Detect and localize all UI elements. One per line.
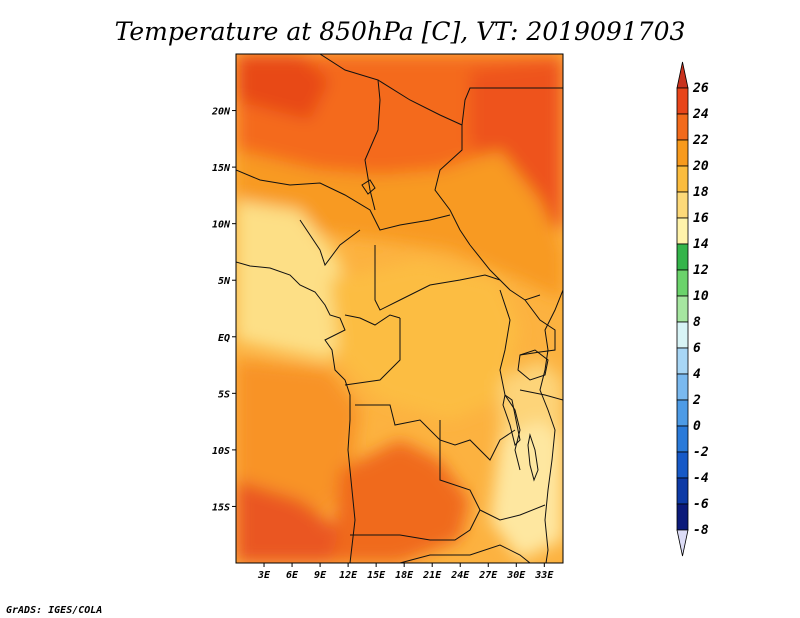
x-tick-label: 24E: [450, 570, 470, 581]
colorbar-label: 4: [693, 367, 701, 382]
border-south-africa: [399, 544, 531, 563]
grads-credit: GrADS: IGES/COLA: [6, 605, 102, 616]
figure-title: Temperature at 850hPa [C], VT: 201909170…: [115, 17, 686, 46]
field-southwest-hot: [236, 480, 340, 563]
colorbar-swatch: [676, 399, 689, 427]
border-uganda: [519, 299, 556, 356]
colorbar-label: 18: [693, 185, 709, 200]
x-tick-label: 9E: [314, 570, 327, 581]
border-south-sudan: [469, 244, 541, 301]
colorbar-swatch: [676, 477, 689, 505]
x-tick-label: 3E: [257, 570, 271, 581]
colorbar-swatch: [676, 243, 689, 271]
colorbar-swatch: [676, 269, 689, 297]
lake-tanganyika: [502, 394, 521, 446]
colorbar-swatch: [676, 191, 689, 219]
colorbar-label: 24: [692, 107, 709, 122]
colorbar-label: 0: [693, 419, 701, 434]
y-tick-label: 15S: [212, 502, 230, 513]
colorbar-label: 6: [693, 341, 701, 356]
lake-chad: [361, 179, 376, 195]
coastline-west-africa: [236, 261, 356, 563]
colorbar-bottom-arrow: [676, 529, 689, 557]
colorbar-label: 22: [692, 133, 709, 148]
field-atlantic-south: [236, 360, 360, 520]
x-tick-label: 33E: [534, 570, 554, 581]
colorbar-swatch: [676, 321, 689, 349]
colorbar-swatch: [676, 217, 689, 245]
temperature-shaded-fields: [236, 54, 563, 563]
colorbar-label: 26: [692, 81, 709, 96]
border-car: [374, 245, 501, 311]
x-tick-label: 15E: [367, 570, 386, 581]
border-angola-zambia: [350, 420, 481, 541]
colorbar-label: 8: [693, 315, 701, 330]
map-frame: [235, 53, 564, 564]
colorbar-swatch: [676, 503, 689, 531]
colorbar-swatch: [676, 373, 689, 401]
border-congo-2: [344, 318, 401, 386]
colorbar-label: 14: [693, 237, 709, 252]
y-tick-label: 5N: [218, 276, 231, 287]
country-borders: [236, 54, 563, 563]
x-tick-label: 21E: [422, 570, 442, 581]
field-gulf-of-guinea-cool: [236, 200, 350, 360]
colorbar-swatch: [676, 347, 689, 375]
colorbar-swatch: [676, 425, 689, 453]
colorbar-swatch: [676, 87, 689, 115]
x-tick-label: 27E: [478, 570, 498, 581]
x-tick-label: 30E: [506, 570, 526, 581]
x-tick-label: 12E: [339, 570, 358, 581]
colorbar-swatch: [676, 113, 689, 141]
border-zambia-south: [479, 504, 546, 521]
colorbar-top-arrow: [676, 61, 689, 89]
longitude-axis: 3E 6E 9E 12E 15E 18E 21E 24E 27E 30E 33E: [257, 563, 554, 581]
field-northeast-hot: [470, 60, 563, 230]
colorbar-label: -4: [693, 471, 709, 486]
lake-victoria: [517, 349, 549, 381]
x-tick-label: 18E: [395, 570, 414, 581]
y-tick-label: 15N: [212, 163, 231, 174]
y-tick-label: 10N: [212, 220, 231, 231]
colorbar-label: -6: [693, 497, 709, 512]
y-tick-label: 20N: [211, 107, 231, 118]
border-tanzania: [519, 389, 563, 401]
coastline-east-africa: [539, 289, 563, 563]
border-north-2: [377, 79, 471, 246]
x-tick-label: 6E: [286, 570, 299, 581]
field-tanzania-cool: [490, 420, 563, 560]
border-nigeria: [299, 219, 361, 267]
border-drc-south: [355, 404, 516, 461]
border-north-1: [319, 54, 381, 211]
colorbar-swatch: [676, 165, 689, 193]
y-tick-label: 10S: [212, 446, 230, 457]
y-tick-label: 5S: [218, 389, 230, 400]
colorbar-label: -2: [693, 445, 709, 460]
temperature-map: [235, 53, 564, 564]
y-tick-label: EQ: [218, 333, 230, 344]
colorbar-label: 20: [692, 159, 709, 174]
colorbar-label: 12: [693, 263, 709, 278]
colorbar-label: 10: [693, 289, 709, 304]
colorbar-swatch: [676, 139, 689, 167]
field-angola-hot: [330, 440, 470, 563]
border-congo-1: [344, 314, 401, 326]
lake-malawi: [527, 433, 539, 482]
border-north-3: [461, 87, 563, 126]
border-sahel: [236, 169, 451, 231]
colorbar-label: 2: [692, 393, 701, 408]
colorbar-swatch: [676, 295, 689, 323]
colorbar-label: -8: [693, 523, 709, 538]
latitude-axis: 20N 15N 10N 5N EQ 5S 10S 15S: [211, 107, 236, 513]
colorbar-label: 16: [693, 211, 709, 226]
field-northwest-hot: [236, 54, 330, 120]
colorbar-swatch: [676, 451, 689, 479]
